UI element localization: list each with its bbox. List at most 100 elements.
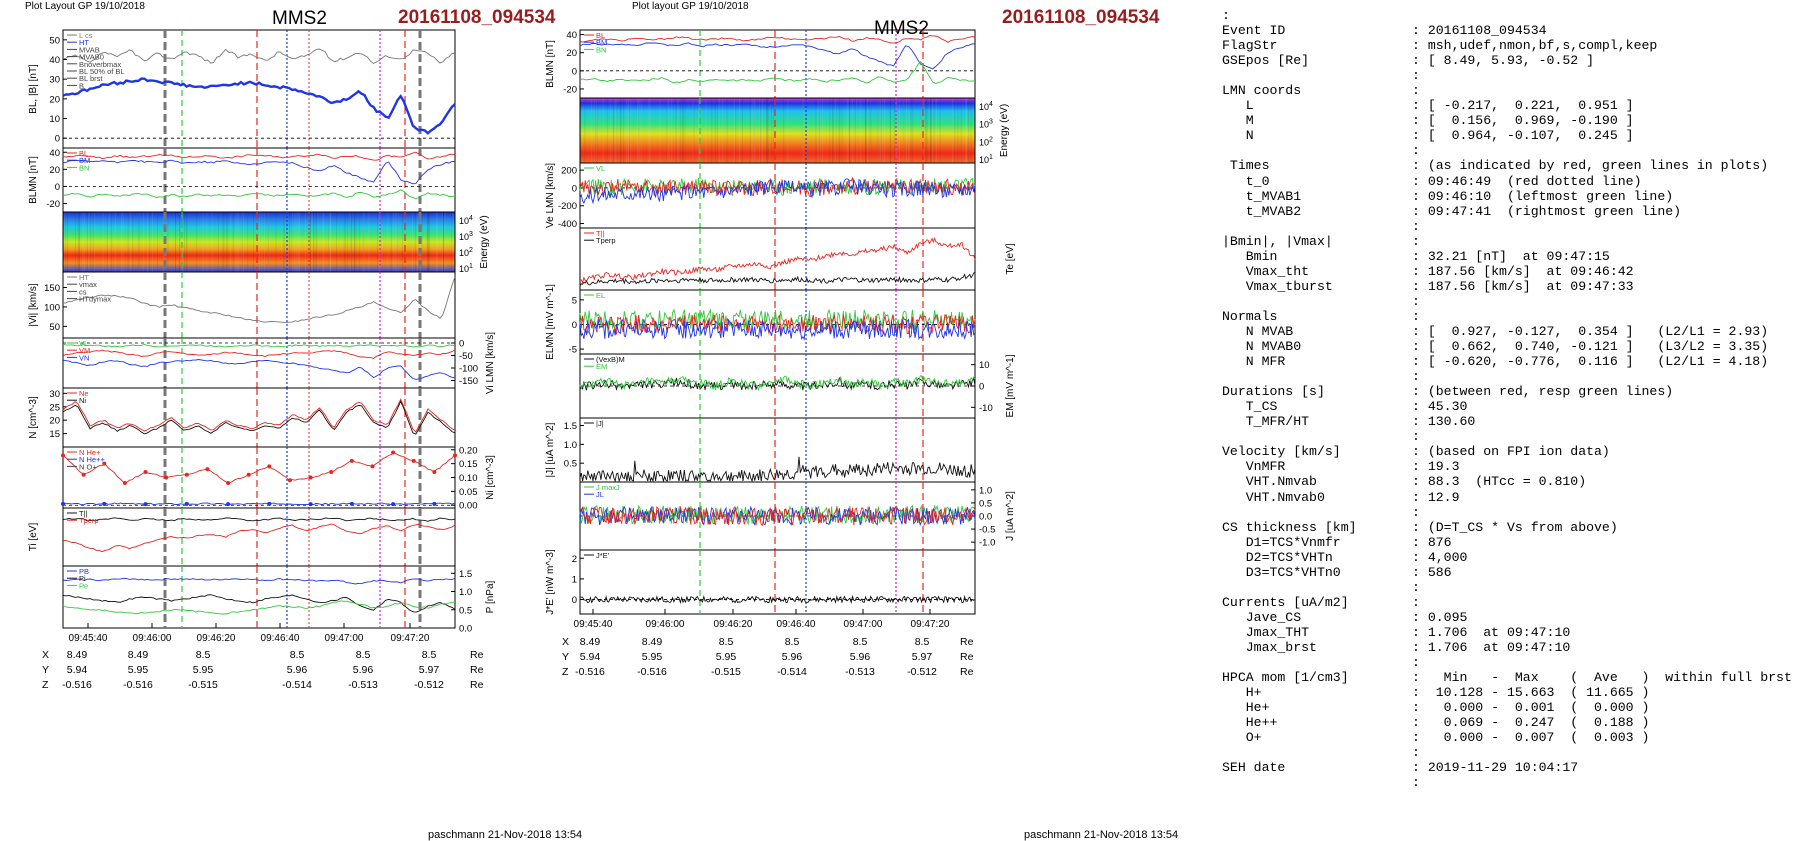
series-line	[579, 271, 976, 287]
spectrogram	[580, 98, 975, 163]
tick-label: 25	[49, 402, 60, 413]
series-line	[62, 151, 456, 161]
tick-label: 101	[459, 263, 473, 274]
axis-label: |J| [uA m^-2]	[545, 422, 556, 477]
info-row: t_MVAB1: 09:46:10 (leftmost green line)	[1222, 189, 1797, 204]
tick-label: 100	[44, 302, 60, 313]
info-row: :	[1222, 219, 1797, 234]
series-line	[62, 502, 456, 506]
position-unit: Re	[470, 664, 484, 676]
info-value: :	[1412, 369, 1420, 385]
info-value: :	[1412, 594, 1420, 610]
series-line	[579, 42, 976, 70]
tick-label: 0.05	[459, 487, 478, 498]
tick-label: 102	[979, 136, 993, 147]
series-line	[579, 505, 976, 526]
data-point	[205, 467, 210, 472]
info-value: : 19.3	[1412, 459, 1460, 475]
series-line	[62, 159, 455, 185]
tick-label: -150	[459, 376, 478, 387]
legend-entry: Bnoverbmax	[79, 60, 121, 69]
left-plot-event-id: 20161108_094534	[398, 7, 556, 28]
axis-label: N [cm^-3]	[28, 396, 39, 439]
info-key: Normals	[1222, 308, 1278, 324]
position-value: 5.95	[642, 651, 663, 663]
series-line	[62, 48, 456, 65]
tick-label: 102	[459, 247, 473, 258]
info-value: : 4,000	[1412, 549, 1468, 565]
info-key: CS thickness [km]	[1222, 519, 1357, 535]
info-value: : [ -0.217, 0.221, 0.951 ]	[1412, 98, 1634, 114]
tick-label: 20	[49, 94, 60, 105]
data-point	[267, 501, 272, 506]
position-value: -0.513	[348, 679, 378, 691]
data-point	[61, 501, 65, 506]
info-key: T_CS	[1222, 399, 1278, 415]
x-tick-label: 09:47:20	[391, 633, 430, 644]
legend-entry: BM	[79, 156, 90, 165]
x-tick-label: 09:46:20	[714, 619, 753, 630]
info-key: H+	[1222, 685, 1262, 701]
tick-label: -50	[459, 351, 473, 362]
info-row: :	[1222, 505, 1797, 520]
legend-entry: cs	[79, 287, 87, 296]
tick-label: -0.5	[979, 525, 995, 536]
legend-entry: BM	[596, 38, 607, 47]
panel-B: 0 10 20 30 40 50 BL, |B| [nT] L csHTMVABMVAB0Bn…	[28, 29, 456, 149]
tick-exponent: 4	[989, 101, 993, 108]
x-tick-label: 09:46:00	[646, 619, 685, 630]
info-value: : 12.9	[1412, 489, 1460, 505]
series-line	[62, 343, 456, 348]
info-row: D2=TCS*VHTn : 4,000	[1222, 550, 1797, 565]
info-key: N	[1222, 128, 1254, 144]
info-key: VHT.Nmvab	[1222, 474, 1317, 490]
info-value: :	[1412, 429, 1420, 445]
x-tick-label: 09:45:40	[69, 633, 108, 644]
info-row: GSEpos [Re]: [ 8.49, 5.93, -0.52 ]	[1222, 53, 1797, 68]
info-value: : [ 0.156, 0.969, -0.190 ]	[1412, 113, 1634, 129]
series-line	[62, 349, 456, 360]
position-value: 5.94	[67, 664, 88, 676]
tick-label: 0	[572, 66, 577, 77]
legend-entry: VN	[79, 353, 89, 362]
info-key: |Bmin|, |Vmax|	[1222, 233, 1333, 249]
info-key: LMN coords	[1222, 83, 1302, 99]
data-point	[61, 453, 65, 458]
info-row: LMN coords:	[1222, 83, 1797, 98]
info-row: Jmax_brst: 1.706 at 09:47:10	[1222, 640, 1797, 655]
tick-label: 150	[44, 283, 60, 294]
legend-entry: VL	[596, 164, 605, 173]
axis-label: |Vi| [km/s]	[28, 283, 39, 327]
tick-exponent: 1	[469, 263, 473, 270]
series-line	[62, 400, 456, 435]
tick-label: 1.0	[459, 587, 472, 598]
legend-entry: VL	[79, 339, 88, 348]
panel-frame	[579, 353, 976, 419]
series-line	[62, 517, 456, 522]
position-value: 8.5	[290, 649, 305, 661]
info-key: M	[1222, 113, 1254, 129]
panel-frame	[62, 507, 456, 567]
x-tick-label: 09:46:40	[261, 633, 300, 644]
tick-label: 2	[572, 554, 577, 565]
info-value: : 1.706 at 09:47:10	[1412, 624, 1571, 640]
x-tick-label: 09:45:40	[574, 619, 613, 630]
axis-label: BLMN [nT]	[28, 156, 39, 204]
position-value: 5.97	[912, 651, 933, 663]
info-row: O+: 0.000 - 0.007 ( 0.003 )	[1222, 730, 1797, 745]
position-value: 8.5	[853, 636, 868, 648]
event-info-table: : Event ID: 20161108_094534 FlagStr: msh,u…	[1222, 8, 1797, 790]
info-key: D2=TCS*VHTn	[1222, 549, 1333, 565]
legend-entry: BN	[596, 45, 606, 54]
info-key: Event ID	[1222, 23, 1286, 39]
legend-entry: MVAB	[79, 45, 100, 54]
info-value: : 187.56 [km/s] at 09:47:33	[1412, 278, 1634, 294]
series-line	[62, 77, 456, 135]
tick-label: 10	[49, 114, 60, 125]
series-line	[579, 375, 976, 392]
